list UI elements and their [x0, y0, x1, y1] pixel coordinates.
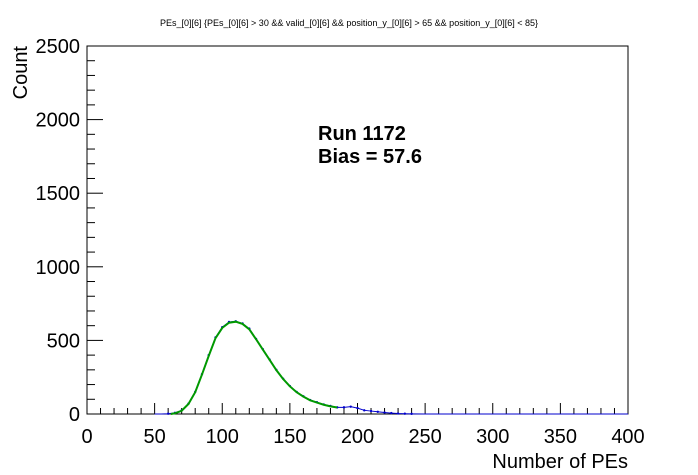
y-tick-label: 1500: [36, 183, 81, 205]
y-tick-label: 1000: [36, 257, 81, 279]
histogram-point: [356, 406, 359, 410]
y-tick-label: 2000: [36, 110, 81, 132]
histogram-point: [363, 409, 366, 412]
chart-title: PEs_[0][6] {PEs_[0][6] > 30 && valid_[0]…: [160, 18, 538, 28]
histogram-point: [342, 406, 346, 409]
x-tick-label: 400: [611, 426, 644, 448]
x-tick-label: 250: [408, 426, 441, 448]
x-tick-label: 100: [206, 426, 239, 448]
histogram-point: [383, 411, 386, 414]
y-tick-label: 500: [47, 330, 80, 352]
y-tick-label: 2500: [36, 36, 81, 58]
axes-group: 0 50 100 150 200 250 300 350 400 0 500 1000 1500 2000…: [36, 36, 645, 448]
y-axis-label: Count: [10, 46, 32, 100]
histogram-point: [403, 412, 407, 415]
annotation-bias: Bias = 57.6: [318, 146, 422, 168]
x-axis-label: Number of PEs: [492, 451, 628, 473]
x-tick-label: 200: [341, 426, 374, 448]
histogram-point: [376, 410, 379, 413]
histogram-point: [369, 409, 373, 413]
histogram-point: [349, 405, 352, 408]
x-tick-label: 50: [144, 426, 166, 448]
histogram-point: [166, 412, 170, 415]
x-tick-label: 300: [476, 426, 509, 448]
histogram-point: [390, 411, 393, 415]
x-tick-label: 0: [81, 426, 92, 448]
fit-curve-line: [170, 320, 338, 415]
y-tick-label: 0: [69, 404, 80, 426]
plot-frame: [86, 45, 629, 415]
x-tick-label: 350: [544, 426, 577, 448]
annotation-run: Run 1172: [318, 123, 406, 145]
histogram-series-line: [154, 320, 628, 415]
histogram-point: [410, 412, 413, 416]
histogram-point: [396, 412, 400, 415]
x-tick-label: 150: [273, 426, 306, 448]
